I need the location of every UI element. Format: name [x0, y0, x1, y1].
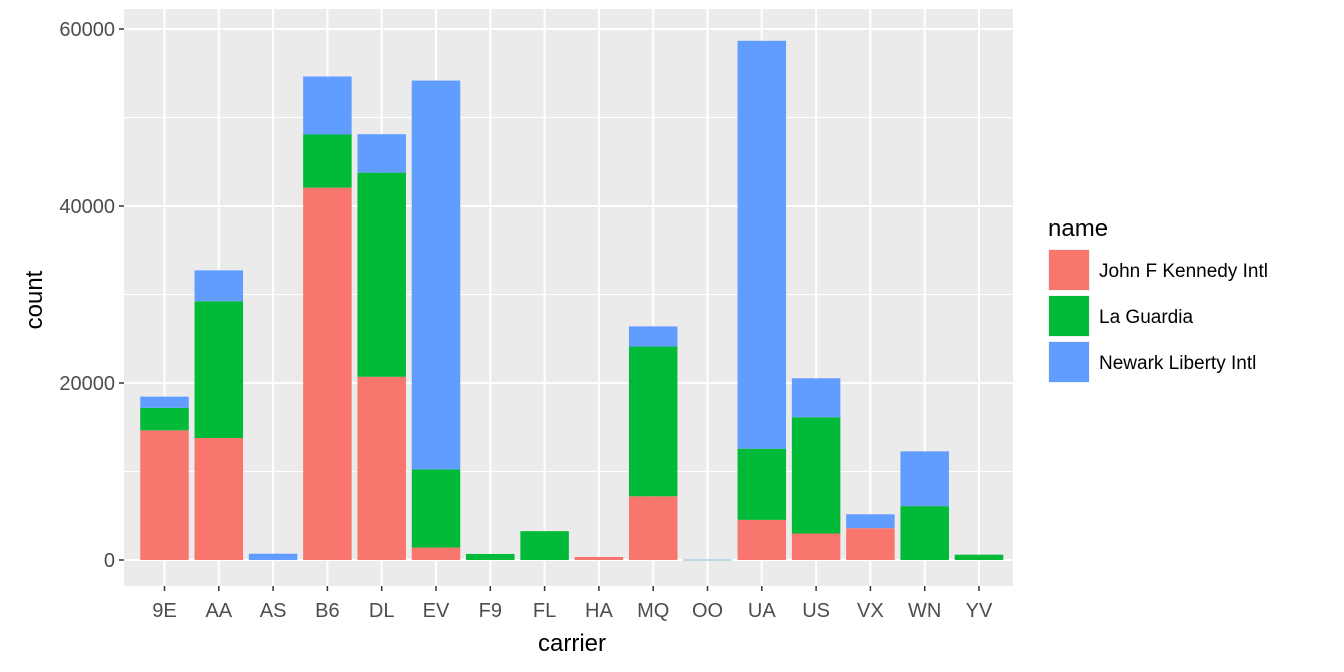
legend-swatch: [1049, 250, 1089, 290]
bar-MQ-series-0: [628, 496, 678, 560]
x-tick-label: WN: [908, 600, 941, 622]
bar-EV-series-0: [411, 547, 461, 560]
bar-FL-series-1: [520, 531, 569, 560]
x-axis: 9E AA AS B6 DL EV F9 FL HA MQ OO UA US VX WN YV: [152, 586, 993, 622]
bar-HA-series-0: [574, 556, 624, 560]
bar-YV-series-1: [954, 554, 1004, 560]
x-tick-label: EV: [423, 600, 450, 622]
bar-9E-series-0: [140, 430, 189, 560]
x-tick-label: DL: [369, 600, 395, 622]
bar-US-series-1: [791, 417, 841, 534]
y-tick-label: 0: [104, 550, 115, 572]
legend-title: name: [1048, 215, 1108, 242]
bar-UA-series-2: [737, 40, 787, 449]
panel-background: [124, 9, 1013, 586]
x-tick-label: 9E: [152, 600, 176, 622]
bar-B6-series-1: [303, 134, 352, 188]
bar-9E-series-1: [140, 407, 189, 431]
legend-swatch: [1049, 296, 1089, 336]
bar-B6-series-2: [303, 76, 352, 135]
legend: name John F Kennedy Intl La Guardia Newark…: [1048, 215, 1268, 383]
bar-EV-series-1: [411, 469, 461, 548]
bar-DL-series-2: [357, 134, 406, 173]
legend-label: La Guardia: [1099, 307, 1193, 328]
bar-VX-series-2: [846, 514, 895, 529]
bars: [140, 40, 1004, 561]
bar-VX-series-0: [846, 528, 895, 560]
bar-US-series-0: [791, 533, 841, 560]
y-tick-label: 60000: [59, 19, 115, 41]
x-tick-label: B6: [315, 600, 339, 622]
y-tick-label: 40000: [59, 196, 115, 218]
legend-swatch: [1049, 342, 1089, 382]
x-tick-label: AS: [260, 600, 287, 622]
bar-WN-series-1: [900, 506, 949, 560]
x-tick-label: HA: [585, 600, 613, 622]
x-tick-label: US: [802, 600, 830, 622]
bar-WN-series-2: [900, 451, 949, 507]
bar-MQ-series-1: [628, 346, 678, 497]
y-axis: 0 20000 40000 60000: [59, 19, 124, 572]
y-tick-label: 20000: [59, 373, 115, 395]
bar-EV-series-2: [411, 80, 461, 470]
x-tick-label: OO: [692, 600, 723, 622]
bar-AA-series-1: [194, 301, 244, 439]
bar-AA-series-2: [194, 270, 244, 302]
x-tick-label: YV: [966, 600, 993, 622]
y-axis-title: count: [21, 270, 48, 329]
x-tick-label: VX: [857, 600, 884, 622]
x-tick-label: UA: [748, 600, 776, 622]
bar-DL-series-1: [357, 172, 406, 377]
x-tick-label: FL: [533, 600, 556, 622]
legend-label: Newark Liberty Intl: [1099, 353, 1256, 374]
bar-MQ-series-2: [628, 326, 678, 347]
x-tick-label: MQ: [637, 600, 669, 622]
x-tick-label: AA: [205, 600, 232, 622]
bar-DL-series-0: [357, 376, 406, 560]
legend-label: John F Kennedy Intl: [1099, 261, 1268, 282]
bar-B6-series-0: [303, 187, 352, 561]
x-tick-label: F9: [479, 600, 502, 622]
bar-AA-series-0: [194, 438, 244, 560]
x-axis-title: carrier: [538, 630, 606, 657]
bar-OO-series-2: [683, 559, 732, 561]
bar-9E-series-2: [140, 396, 189, 408]
bar-UA-series-1: [737, 448, 787, 520]
bar-US-series-2: [791, 378, 841, 418]
bar-F9-series-1: [466, 553, 515, 560]
bar-UA-series-0: [737, 519, 787, 560]
bar-AS-series-2: [248, 553, 298, 560]
